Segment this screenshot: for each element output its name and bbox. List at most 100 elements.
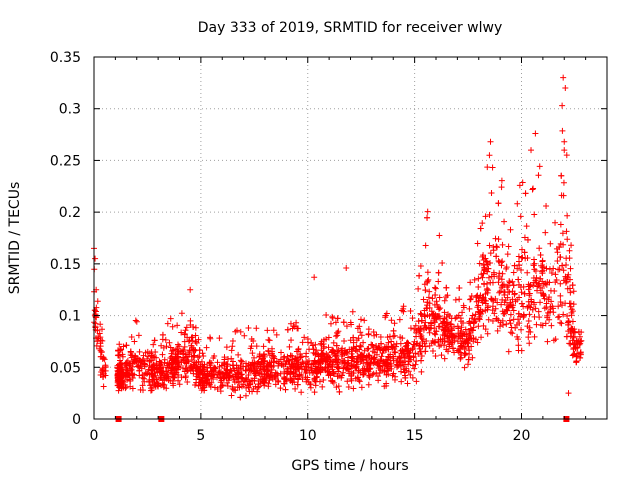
data-point (538, 262, 545, 269)
data-point (156, 358, 163, 365)
data-point (559, 302, 566, 309)
data-point (380, 347, 387, 354)
data-point (192, 324, 199, 331)
data-point (124, 376, 131, 383)
data-point (385, 339, 392, 346)
data-point (364, 346, 371, 353)
data-point (250, 337, 257, 344)
data-point (117, 360, 124, 367)
data-point (128, 333, 135, 340)
data-point (391, 332, 398, 339)
data-point (245, 371, 252, 378)
data-point (354, 374, 361, 381)
data-point (487, 279, 494, 286)
data-point (350, 334, 357, 341)
data-point (576, 341, 583, 348)
data-point (416, 272, 423, 279)
data-point (563, 333, 570, 340)
data-point (479, 220, 486, 227)
data-point (97, 340, 104, 347)
data-point (389, 372, 396, 379)
data-point (524, 269, 531, 276)
data-point (428, 319, 435, 326)
data-point (383, 310, 390, 317)
data-point (354, 361, 361, 368)
data-point (134, 363, 141, 370)
data-point (325, 372, 332, 379)
data-point (463, 338, 470, 345)
data-point (175, 348, 182, 355)
data-point (503, 321, 510, 328)
data-point (99, 355, 106, 362)
data-point (169, 364, 176, 371)
data-point (225, 355, 232, 362)
data-point (292, 366, 299, 373)
data-point (266, 337, 273, 344)
data-point (501, 218, 508, 225)
data-point (469, 327, 476, 334)
data-point (466, 305, 473, 312)
data-point (497, 288, 504, 295)
data-point (557, 299, 564, 306)
data-point (510, 282, 517, 289)
data-point (462, 343, 469, 350)
data-point (282, 386, 289, 393)
data-point (286, 343, 293, 350)
data-point (268, 366, 275, 373)
data-point (242, 392, 249, 399)
data-point (409, 374, 416, 381)
data-point (516, 182, 523, 189)
data-point (493, 243, 500, 250)
data-point (294, 361, 301, 368)
data-point (429, 347, 436, 354)
data-point (252, 372, 259, 379)
data-point (468, 315, 475, 322)
data-point (354, 356, 361, 363)
data-point (567, 289, 574, 296)
data-point (397, 334, 404, 341)
data-point (557, 254, 564, 261)
data-point (527, 282, 534, 289)
data-point (297, 350, 304, 357)
data-point (360, 339, 367, 346)
data-point (499, 270, 506, 277)
data-point (486, 211, 493, 218)
data-point (128, 366, 135, 373)
data-point (275, 378, 282, 385)
data-point (117, 375, 124, 382)
data-point (429, 311, 436, 318)
data-point (299, 339, 306, 346)
data-point (531, 301, 538, 308)
data-point (167, 344, 174, 351)
data-point (195, 358, 202, 365)
data-point (314, 366, 321, 373)
y-tick-label: 0.2 (59, 205, 81, 221)
data-point (573, 358, 580, 365)
data-point (268, 359, 275, 366)
data-point (476, 294, 483, 301)
y-tick-label: 0.15 (50, 257, 81, 273)
data-point (290, 369, 297, 376)
data-point (178, 374, 185, 381)
data-point (508, 324, 515, 331)
data-point (354, 348, 361, 355)
data-point (514, 265, 521, 272)
data-point (392, 349, 399, 356)
data-point (571, 329, 578, 336)
data-point (426, 329, 433, 336)
data-point (365, 381, 372, 388)
data-point (142, 361, 149, 368)
data-point (160, 344, 167, 351)
data-point (96, 330, 103, 337)
data-point (404, 339, 411, 346)
data-point (190, 361, 197, 368)
data-point (424, 214, 431, 221)
data-point (336, 388, 343, 395)
data-point (127, 360, 134, 367)
data-point (140, 357, 147, 364)
data-point (523, 223, 530, 230)
data-point (501, 291, 508, 298)
data-point (158, 382, 165, 389)
data-point (249, 350, 256, 357)
data-point (410, 341, 417, 348)
